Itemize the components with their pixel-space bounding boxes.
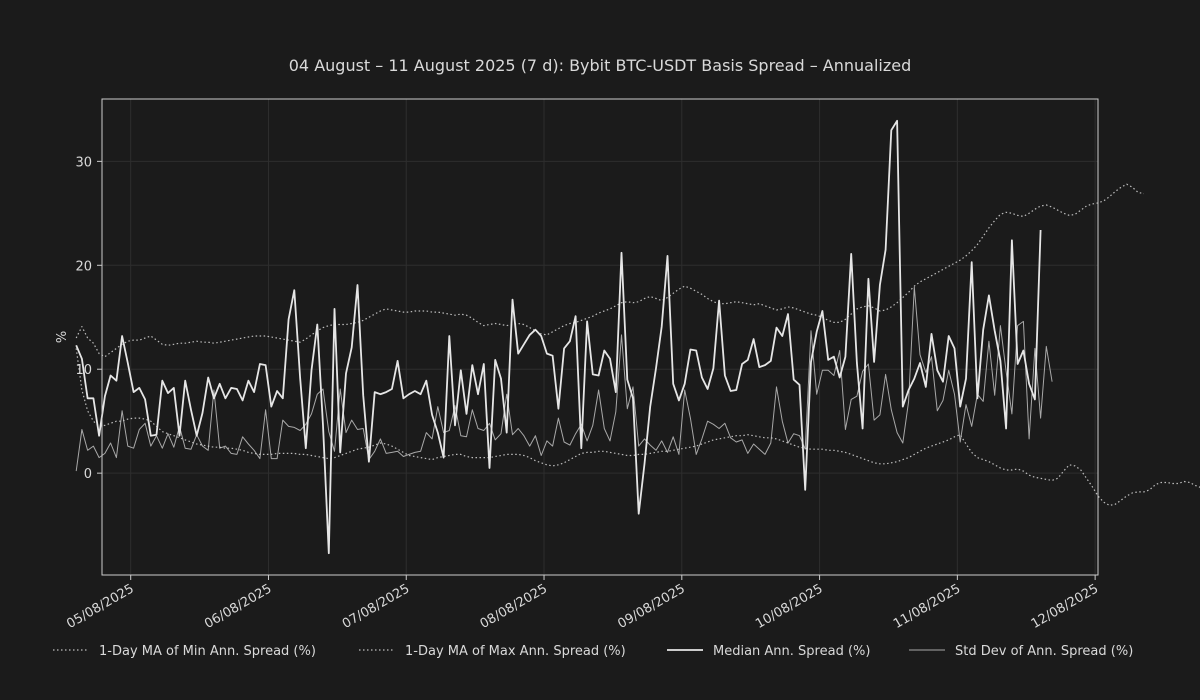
- y-tick-label: 20: [75, 259, 92, 274]
- series-line-4: [75, 286, 1053, 472]
- legend-label-2: 1-Day MA of Max Ann. Spread (%): [405, 644, 626, 659]
- legend-label-1: 1-Day MA of Min Ann. Spread (%): [99, 644, 316, 659]
- y-tick-label: 0: [84, 467, 92, 482]
- y-tick-label: 10: [75, 363, 92, 378]
- plot-area: [75, 119, 1200, 555]
- legend: 1-Day MA of Min Ann. Spread (%) 1-Day MA …: [53, 644, 1133, 659]
- plot-frame: [101, 98, 1099, 576]
- series-line-1: [75, 348, 1200, 506]
- legend-label-3: Median Ann. Spread (%): [713, 644, 870, 659]
- legend-label-4: Std Dev of Ann. Spread (%): [955, 644, 1133, 659]
- chart-title: 04 August – 11 August 2025 (7 d): Bybit …: [289, 56, 912, 75]
- y-axis-label: %: [55, 331, 70, 343]
- y-tick-label: 30: [75, 155, 92, 170]
- series-line-3: [75, 119, 1042, 555]
- series-line-2: [75, 183, 1145, 358]
